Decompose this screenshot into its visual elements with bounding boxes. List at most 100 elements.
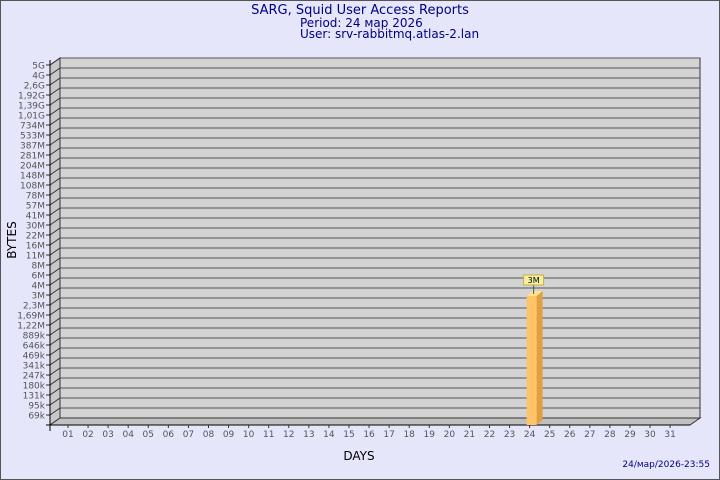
y-tick-label: 247k	[23, 372, 46, 382]
y-tick-label: 2,6G	[24, 82, 45, 92]
x-tick-label: 02	[82, 430, 93, 440]
x-tick-label: 09	[223, 430, 235, 440]
x-tick-label: 19	[424, 430, 436, 440]
y-tick-diagonal	[49, 217, 61, 226]
x-tick-label: 22	[484, 430, 495, 440]
y-tick-label: 1,69M	[17, 312, 45, 322]
x-tick-label: 14	[323, 430, 335, 440]
y-tick-label: 11M	[26, 252, 45, 262]
x-axis-title: DAYS	[343, 449, 374, 463]
y-tick-diagonal	[49, 357, 61, 366]
y-tick-label: 204M	[20, 162, 45, 172]
bar-top	[526, 291, 543, 296]
y-tick-label: 95k	[28, 402, 45, 412]
y-tick-label: 131k	[23, 392, 46, 402]
y-tick-diagonal	[49, 137, 61, 146]
report-period: Period: 24 мар 2026	[300, 16, 423, 30]
y-tick-label: 533M	[20, 132, 45, 142]
y-tick-diagonal	[49, 167, 61, 176]
y-tick-diagonal	[49, 327, 61, 336]
x-tick-label: 28	[604, 430, 616, 440]
y-axis-title: BYTES	[5, 221, 19, 258]
y-tick-diagonal	[49, 157, 61, 166]
y-tick-label: 469k	[23, 352, 46, 362]
x-tick-label: 27	[584, 430, 595, 440]
x-tick-label: 16	[363, 430, 375, 440]
y-tick-diagonal	[49, 367, 61, 376]
y-tick-diagonal	[49, 107, 61, 116]
y-tick-label: 4G	[32, 72, 45, 82]
y-tick-label: 3M	[32, 292, 46, 302]
y-tick-label: 148M	[20, 172, 45, 182]
y-tick-label: 1,92G	[18, 92, 45, 102]
y-tick-diagonal	[49, 307, 61, 316]
y-tick-diagonal	[49, 187, 61, 196]
y-tick-label: 57M	[26, 202, 45, 212]
y-tick-label: 69k	[28, 412, 45, 422]
y-tick-label: 387M	[20, 142, 45, 152]
y-tick-diagonal	[49, 227, 61, 236]
bar-side	[536, 291, 543, 425]
x-tick-label: 04	[122, 430, 134, 440]
y-tick-label: 22M	[26, 232, 45, 242]
y-tick-diagonal	[49, 257, 61, 266]
data-label-box	[523, 274, 545, 286]
data-label: 3M	[528, 276, 540, 285]
y-tick-diagonal	[49, 67, 61, 76]
y-tick-diagonal	[49, 127, 61, 136]
x-tick-label: 06	[163, 430, 175, 440]
y-tick-diagonal	[49, 377, 61, 386]
y-tick-label: 2,3M	[23, 302, 45, 312]
y-tick-diagonal	[49, 407, 61, 416]
x-tick-label: 10	[243, 430, 255, 440]
x-tick-label: 17	[383, 430, 394, 440]
y-tick-label: 16M	[26, 242, 45, 252]
y-tick-label: 30M	[26, 222, 45, 232]
y-tick-label: 341k	[23, 362, 46, 372]
y-tick-diagonal	[49, 287, 61, 296]
y-tick-diagonal	[49, 337, 61, 346]
report-title: SARG, Squid User Access Reports	[251, 3, 469, 18]
generated-timestamp: 24/мар/2026-23:55	[622, 460, 710, 470]
x-tick-label: 26	[564, 430, 576, 440]
y-tick-label: 108M	[20, 182, 45, 192]
y-tick-diagonal	[49, 387, 61, 396]
y-tick-label: 889k	[23, 332, 46, 342]
y-tick-diagonal	[49, 277, 61, 286]
x-tick-label: 03	[102, 430, 113, 440]
x-tick-label: 11	[263, 430, 274, 440]
y-tick-diagonal	[49, 297, 61, 306]
x-tick-label: 20	[444, 430, 456, 440]
y-tick-diagonal	[49, 267, 61, 276]
y-tick-label: 1,01G	[18, 112, 45, 122]
bar	[526, 296, 537, 425]
x-tick-label: 23	[504, 430, 515, 440]
x-tick-label: 12	[283, 430, 294, 440]
y-tick-label: 1,39G	[18, 102, 45, 112]
x-tick-label: 05	[143, 430, 154, 440]
x-tick-label: 29	[624, 430, 636, 440]
y-tick-label: 78M	[26, 192, 45, 202]
y-tick-diagonal	[49, 397, 61, 406]
y-tick-label: 5G	[32, 62, 45, 72]
y-tick-diagonal	[49, 77, 61, 86]
x-tick-label: 24	[524, 430, 536, 440]
x-tick-label: 25	[544, 430, 555, 440]
y-tick-label: 734M	[20, 122, 45, 132]
x-tick-label: 31	[664, 430, 675, 440]
y-tick-label: 180k	[23, 382, 46, 392]
y-tick-diagonal	[49, 177, 61, 186]
plot-floor	[48, 417, 702, 426]
y-tick-diagonal	[49, 197, 61, 206]
y-tick-label: 6M	[32, 272, 46, 282]
y-tick-diagonal	[49, 237, 61, 246]
y-tick-diagonal	[49, 247, 61, 256]
y-tick-diagonal	[49, 57, 61, 66]
y-tick-diagonal	[49, 207, 61, 216]
report-user: User: srv-rabbitmq.atlas-2.lan	[300, 27, 480, 41]
y-tick-label: 8M	[32, 262, 46, 272]
y-tick-label: 4M	[32, 282, 46, 292]
y-tick-label: 646k	[23, 342, 46, 352]
x-tick-label: 13	[303, 430, 314, 440]
